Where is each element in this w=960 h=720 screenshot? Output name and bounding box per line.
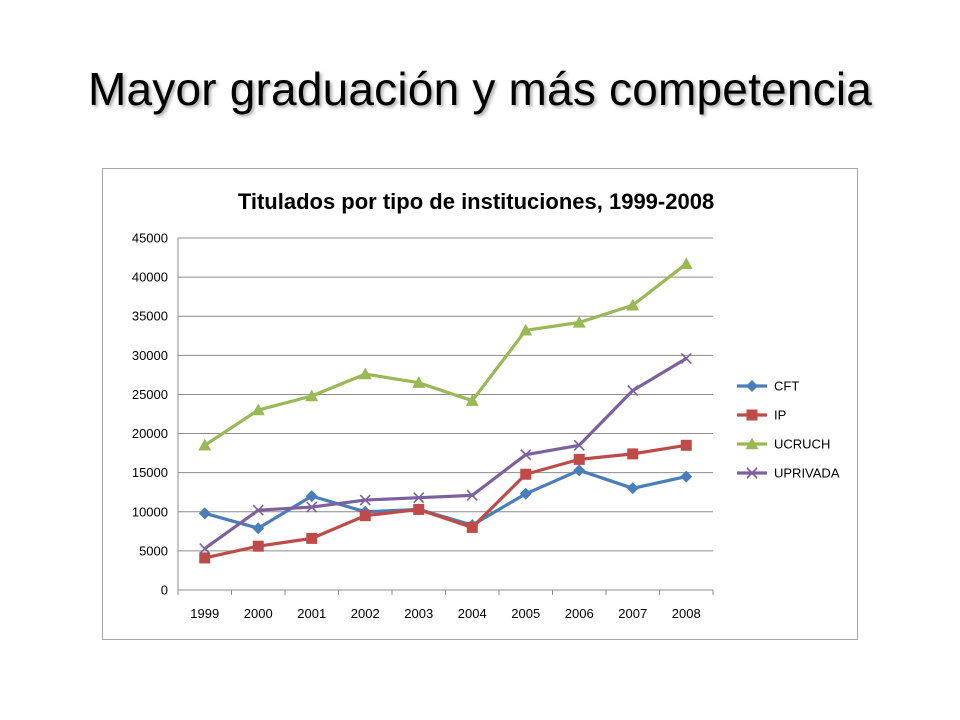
data-point (626, 482, 639, 495)
gridlines (178, 237, 713, 552)
data-point (519, 323, 533, 336)
data-point (627, 384, 639, 397)
series-group (198, 257, 693, 564)
series-ucruch (198, 257, 693, 451)
y-tick-label: 0 (161, 583, 168, 598)
y-tick-label: 10000 (132, 504, 168, 519)
data-point (413, 503, 425, 515)
y-tick-label: 35000 (132, 309, 168, 324)
data-point (627, 448, 639, 460)
x-tick-label: 2001 (297, 606, 326, 621)
data-point (305, 389, 319, 402)
data-point (680, 352, 692, 365)
series-ip (199, 439, 692, 564)
series-line (203, 262, 688, 447)
data-point (306, 532, 318, 544)
data-point (251, 403, 265, 416)
data-point (679, 257, 693, 270)
legend-swatch-marker (746, 380, 758, 392)
legend-swatch-marker (746, 467, 758, 479)
legend-item: UCRUCH (737, 437, 830, 452)
legend: CFT IP UCRUCH UPRIVADA (737, 379, 840, 481)
data-point (198, 438, 212, 451)
legend-swatch-marker (745, 437, 759, 450)
data-point (573, 464, 586, 477)
data-point (520, 449, 532, 461)
data-point (573, 439, 585, 451)
data-point (680, 439, 692, 451)
data-point (465, 394, 479, 406)
data-point (306, 501, 318, 513)
data-point (573, 453, 585, 465)
data-point (412, 376, 426, 388)
legend-item: CFT (737, 379, 799, 394)
x-tick-label: 2005 (511, 606, 540, 621)
x-tick-label: 2006 (565, 606, 594, 621)
legend-label: UCRUCH (774, 437, 830, 452)
data-point (520, 468, 532, 480)
chart-title: Titulados por tipo de instituciones, 199… (238, 189, 714, 214)
legend-label: UPRIVADA (774, 466, 840, 481)
x-tick-label: 2002 (351, 606, 380, 621)
data-point (572, 315, 586, 328)
data-point (519, 487, 532, 500)
legend-item: UPRIVADA (737, 466, 840, 481)
axes: 0 5000 10000 15000 20000 25000 30000 35000 40000… (132, 231, 714, 621)
x-tick-label: 2003 (404, 606, 433, 621)
data-point (359, 494, 371, 506)
legend-label: CFT (774, 379, 799, 394)
data-point (358, 367, 372, 380)
legend-label: IP (774, 408, 786, 423)
x-tick-label: 2007 (618, 606, 647, 621)
data-point (626, 298, 640, 311)
data-point (199, 542, 211, 555)
x-tick-label: 2000 (244, 606, 273, 621)
slide-title: Mayor graduación y más competencia (87, 63, 873, 115)
data-point (199, 552, 211, 564)
x-tick-label: 1999 (190, 606, 219, 621)
data-point (359, 510, 371, 522)
y-tick-label: 5000 (139, 543, 168, 558)
series-line (204, 443, 687, 560)
data-point (413, 492, 425, 504)
data-point (466, 521, 478, 533)
data-point (252, 540, 264, 552)
data-point (252, 504, 264, 516)
data-point (305, 490, 318, 503)
y-tick-label: 25000 (132, 387, 168, 402)
x-tick-label: 2004 (458, 606, 487, 621)
legend-swatch-marker (746, 409, 758, 421)
y-tick-label: 40000 (132, 270, 168, 285)
x-tick-label: 2008 (672, 606, 701, 621)
legend-item: IP (737, 408, 786, 423)
data-point (466, 489, 478, 501)
y-tick-label: 20000 (132, 426, 168, 441)
line-chart: Titulados por tipo de instituciones, 199… (132, 189, 840, 621)
series-line (203, 357, 688, 550)
y-tick-label: 15000 (132, 465, 168, 480)
y-tick-label: 45000 (132, 231, 168, 246)
series-uprivada (199, 352, 692, 555)
series-cft (198, 464, 693, 535)
data-point (198, 507, 211, 520)
data-point (252, 522, 265, 535)
chart-frame: Titulados por tipo de instituciones, 199… (102, 168, 858, 640)
data-point (680, 470, 693, 483)
y-tick-label: 30000 (132, 348, 168, 363)
